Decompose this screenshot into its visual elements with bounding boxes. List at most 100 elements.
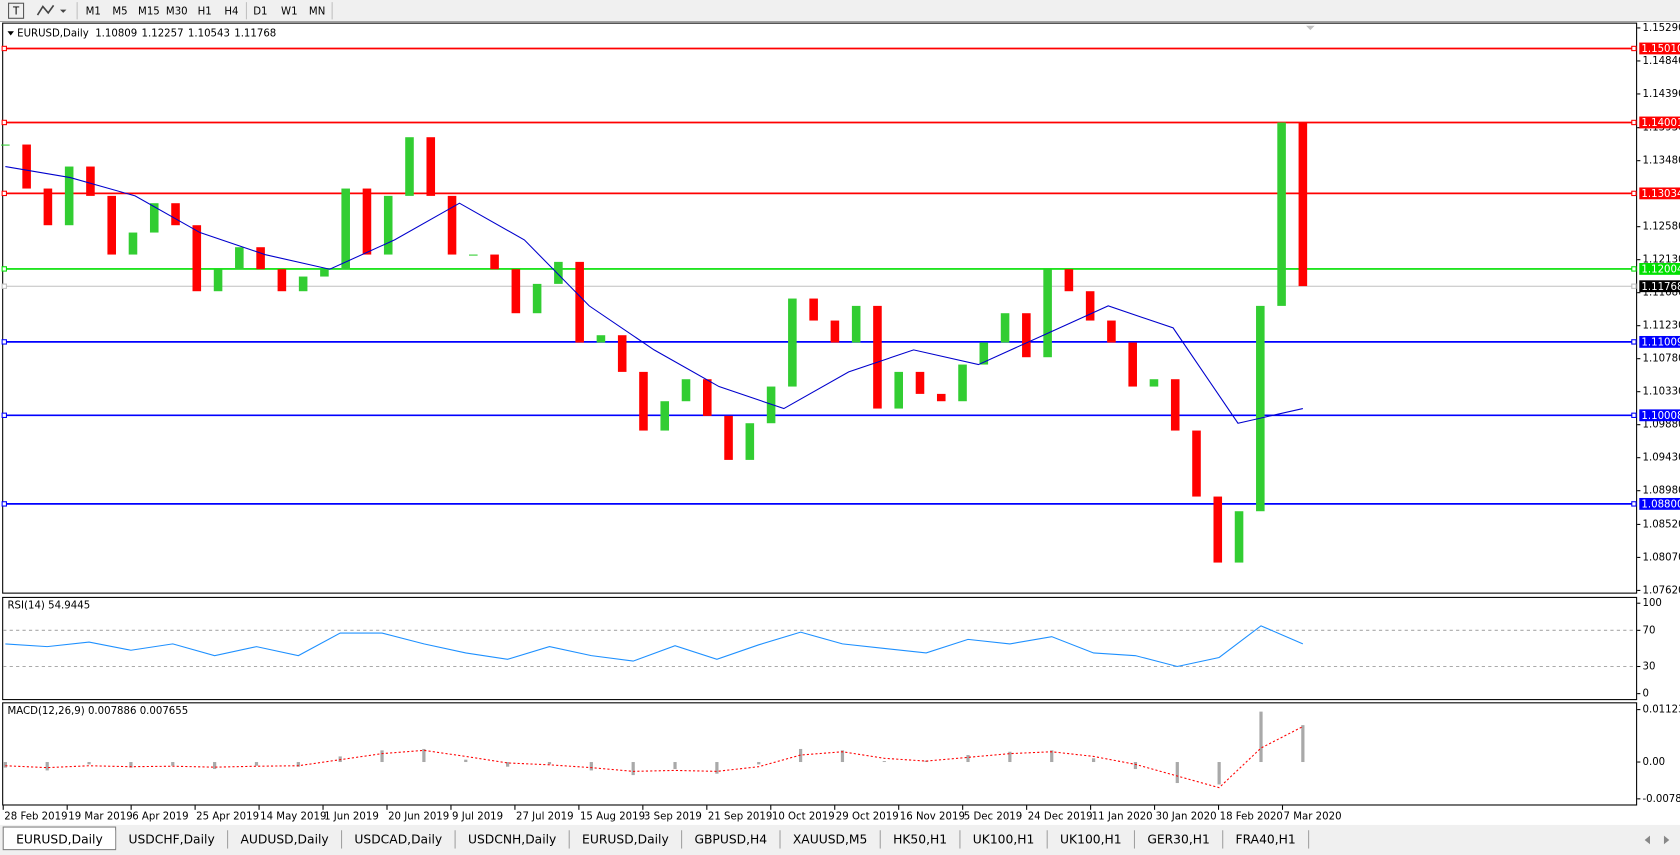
text-tool-icon[interactable] xyxy=(8,2,25,19)
y-tick-label: 1.11230 xyxy=(1643,321,1680,332)
y-tick-label: 70 xyxy=(1643,625,1656,636)
chart-tab[interactable]: USDCAD,Daily xyxy=(354,832,442,846)
x-tick-label: 11 Jan 2020 xyxy=(1092,811,1153,822)
y-tick-label: 1.10780 xyxy=(1643,354,1680,365)
candle xyxy=(426,137,436,196)
macd-bar xyxy=(171,762,175,766)
price-level-label: 1.08800 xyxy=(1641,499,1680,510)
y-tick-label: 1.09430 xyxy=(1643,453,1680,464)
macd-bar xyxy=(1050,750,1054,763)
tab-scroll-left[interactable] xyxy=(1644,835,1650,845)
rsi-panel xyxy=(2,596,1638,701)
y-tick-label: 1.15290 xyxy=(1643,23,1680,34)
candle xyxy=(745,423,755,460)
y-tick-label: 1.08980 xyxy=(1643,486,1680,497)
timeframe-button[interactable]: H4 xyxy=(224,6,238,17)
chart-tab[interactable]: FRA40,H1 xyxy=(1236,832,1296,846)
candle xyxy=(1064,269,1074,292)
symbol-label: EURUSD,Daily xyxy=(17,28,89,39)
chart-tab[interactable]: UK100,H1 xyxy=(1060,832,1122,846)
x-tick-label: 27 Jul 2019 xyxy=(516,811,574,822)
timeframe-button[interactable]: M1 xyxy=(86,6,101,17)
candle xyxy=(341,188,350,270)
candle xyxy=(1107,320,1116,343)
rsi-line xyxy=(5,625,1304,668)
macd-label: MACD(12,26,9) 0.007886 0.007655 xyxy=(8,706,189,717)
macd-bar xyxy=(87,762,91,765)
timeframe-button[interactable]: M30 xyxy=(166,6,188,17)
chart-tab[interactable]: AUDUSD,Daily xyxy=(240,832,328,846)
macd-bar xyxy=(3,762,7,768)
candle xyxy=(873,305,882,409)
timeframe-button[interactable]: MN xyxy=(309,6,325,17)
timeframe-button[interactable]: D1 xyxy=(253,6,267,17)
candle xyxy=(447,195,457,255)
chart-tab[interactable]: USDCHF,Daily xyxy=(128,832,214,846)
candle xyxy=(766,386,776,424)
x-tick-label: 9 Jul 2019 xyxy=(452,811,503,822)
candle xyxy=(532,283,542,314)
chart-tab[interactable]: EURUSD,Daily xyxy=(582,832,669,846)
price-level-label-box xyxy=(1639,335,1680,348)
ohlc-value: 1.12257 xyxy=(142,28,184,39)
macd-bar xyxy=(673,762,677,770)
current-price-label: 1.11768 xyxy=(1641,282,1680,293)
tab-bar xyxy=(0,824,1680,855)
x-tick-label: 21 Sep 2019 xyxy=(708,811,772,822)
candle xyxy=(22,144,31,189)
timeframe-button[interactable]: W1 xyxy=(281,6,298,17)
price-level-label: 1.10008 xyxy=(1641,411,1680,422)
macd-signal xyxy=(5,726,1304,789)
price-level-label-box xyxy=(1639,116,1680,129)
timeframe-button[interactable]: H1 xyxy=(198,6,212,17)
timeframe-button[interactable]: M5 xyxy=(112,6,127,17)
candle xyxy=(936,393,946,402)
y-tick-label: 1.08070 xyxy=(1643,552,1680,563)
current-price-marker xyxy=(1,283,7,289)
price-level-label: 1.12004 xyxy=(1641,264,1680,275)
candle xyxy=(383,195,393,255)
moving-average xyxy=(5,166,1303,424)
x-tick-label: 1 Jun 2019 xyxy=(324,811,379,822)
x-tick-label: 18 Feb 2020 xyxy=(1220,811,1283,822)
macd-bar xyxy=(1217,762,1221,785)
candle xyxy=(596,335,606,343)
candle xyxy=(617,335,627,372)
candle xyxy=(1085,291,1095,321)
main-panel xyxy=(2,22,1638,594)
macd-bar xyxy=(1301,725,1305,763)
chart-tab[interactable]: GBPUSD,H4 xyxy=(694,832,767,846)
y-tick-label: 0 xyxy=(1643,689,1649,700)
chart-tab[interactable]: HK50,H1 xyxy=(893,832,947,846)
x-tick-label: 20 Jun 2019 xyxy=(388,811,449,822)
candle xyxy=(702,379,712,416)
candle xyxy=(1192,430,1201,497)
candle xyxy=(915,371,925,394)
ohlc-value: 1.11768 xyxy=(234,28,276,39)
chart-window: EURUSD,Daily RSI(14) 54.9445 MACD(12,26,… xyxy=(0,22,1680,824)
draw-tool-icon[interactable] xyxy=(36,4,55,16)
macd-bar xyxy=(254,762,259,766)
chart-tab[interactable]: GER30,H1 xyxy=(1147,832,1210,846)
toolbar xyxy=(0,0,1680,22)
candle xyxy=(660,401,670,431)
candle xyxy=(1128,342,1137,387)
chart-tab[interactable]: XAUUSD,M5 xyxy=(793,832,868,846)
timeframe-button[interactable]: M15 xyxy=(138,6,160,17)
current-price-marker xyxy=(1631,283,1637,289)
chart-tab[interactable]: UK100,H1 xyxy=(973,832,1035,846)
candle xyxy=(320,269,329,277)
x-tick-label: 16 Nov 2019 xyxy=(900,811,965,822)
chart-tab[interactable]: USDCNH,Daily xyxy=(468,832,556,846)
x-tick-label: 7 Mar 2020 xyxy=(1284,811,1342,822)
tab-scroll-right[interactable] xyxy=(1663,835,1670,845)
candle xyxy=(277,269,287,292)
candle xyxy=(1213,496,1223,563)
price-level-label-box xyxy=(1639,187,1680,200)
rsi-label: RSI(14) 54.9445 xyxy=(8,600,91,611)
y-tick-label: 30 xyxy=(1643,661,1656,672)
chart-tab[interactable]: EURUSD,Daily xyxy=(16,832,103,846)
candle xyxy=(86,166,95,196)
y-tick-label: -0.00789 xyxy=(1643,794,1680,805)
